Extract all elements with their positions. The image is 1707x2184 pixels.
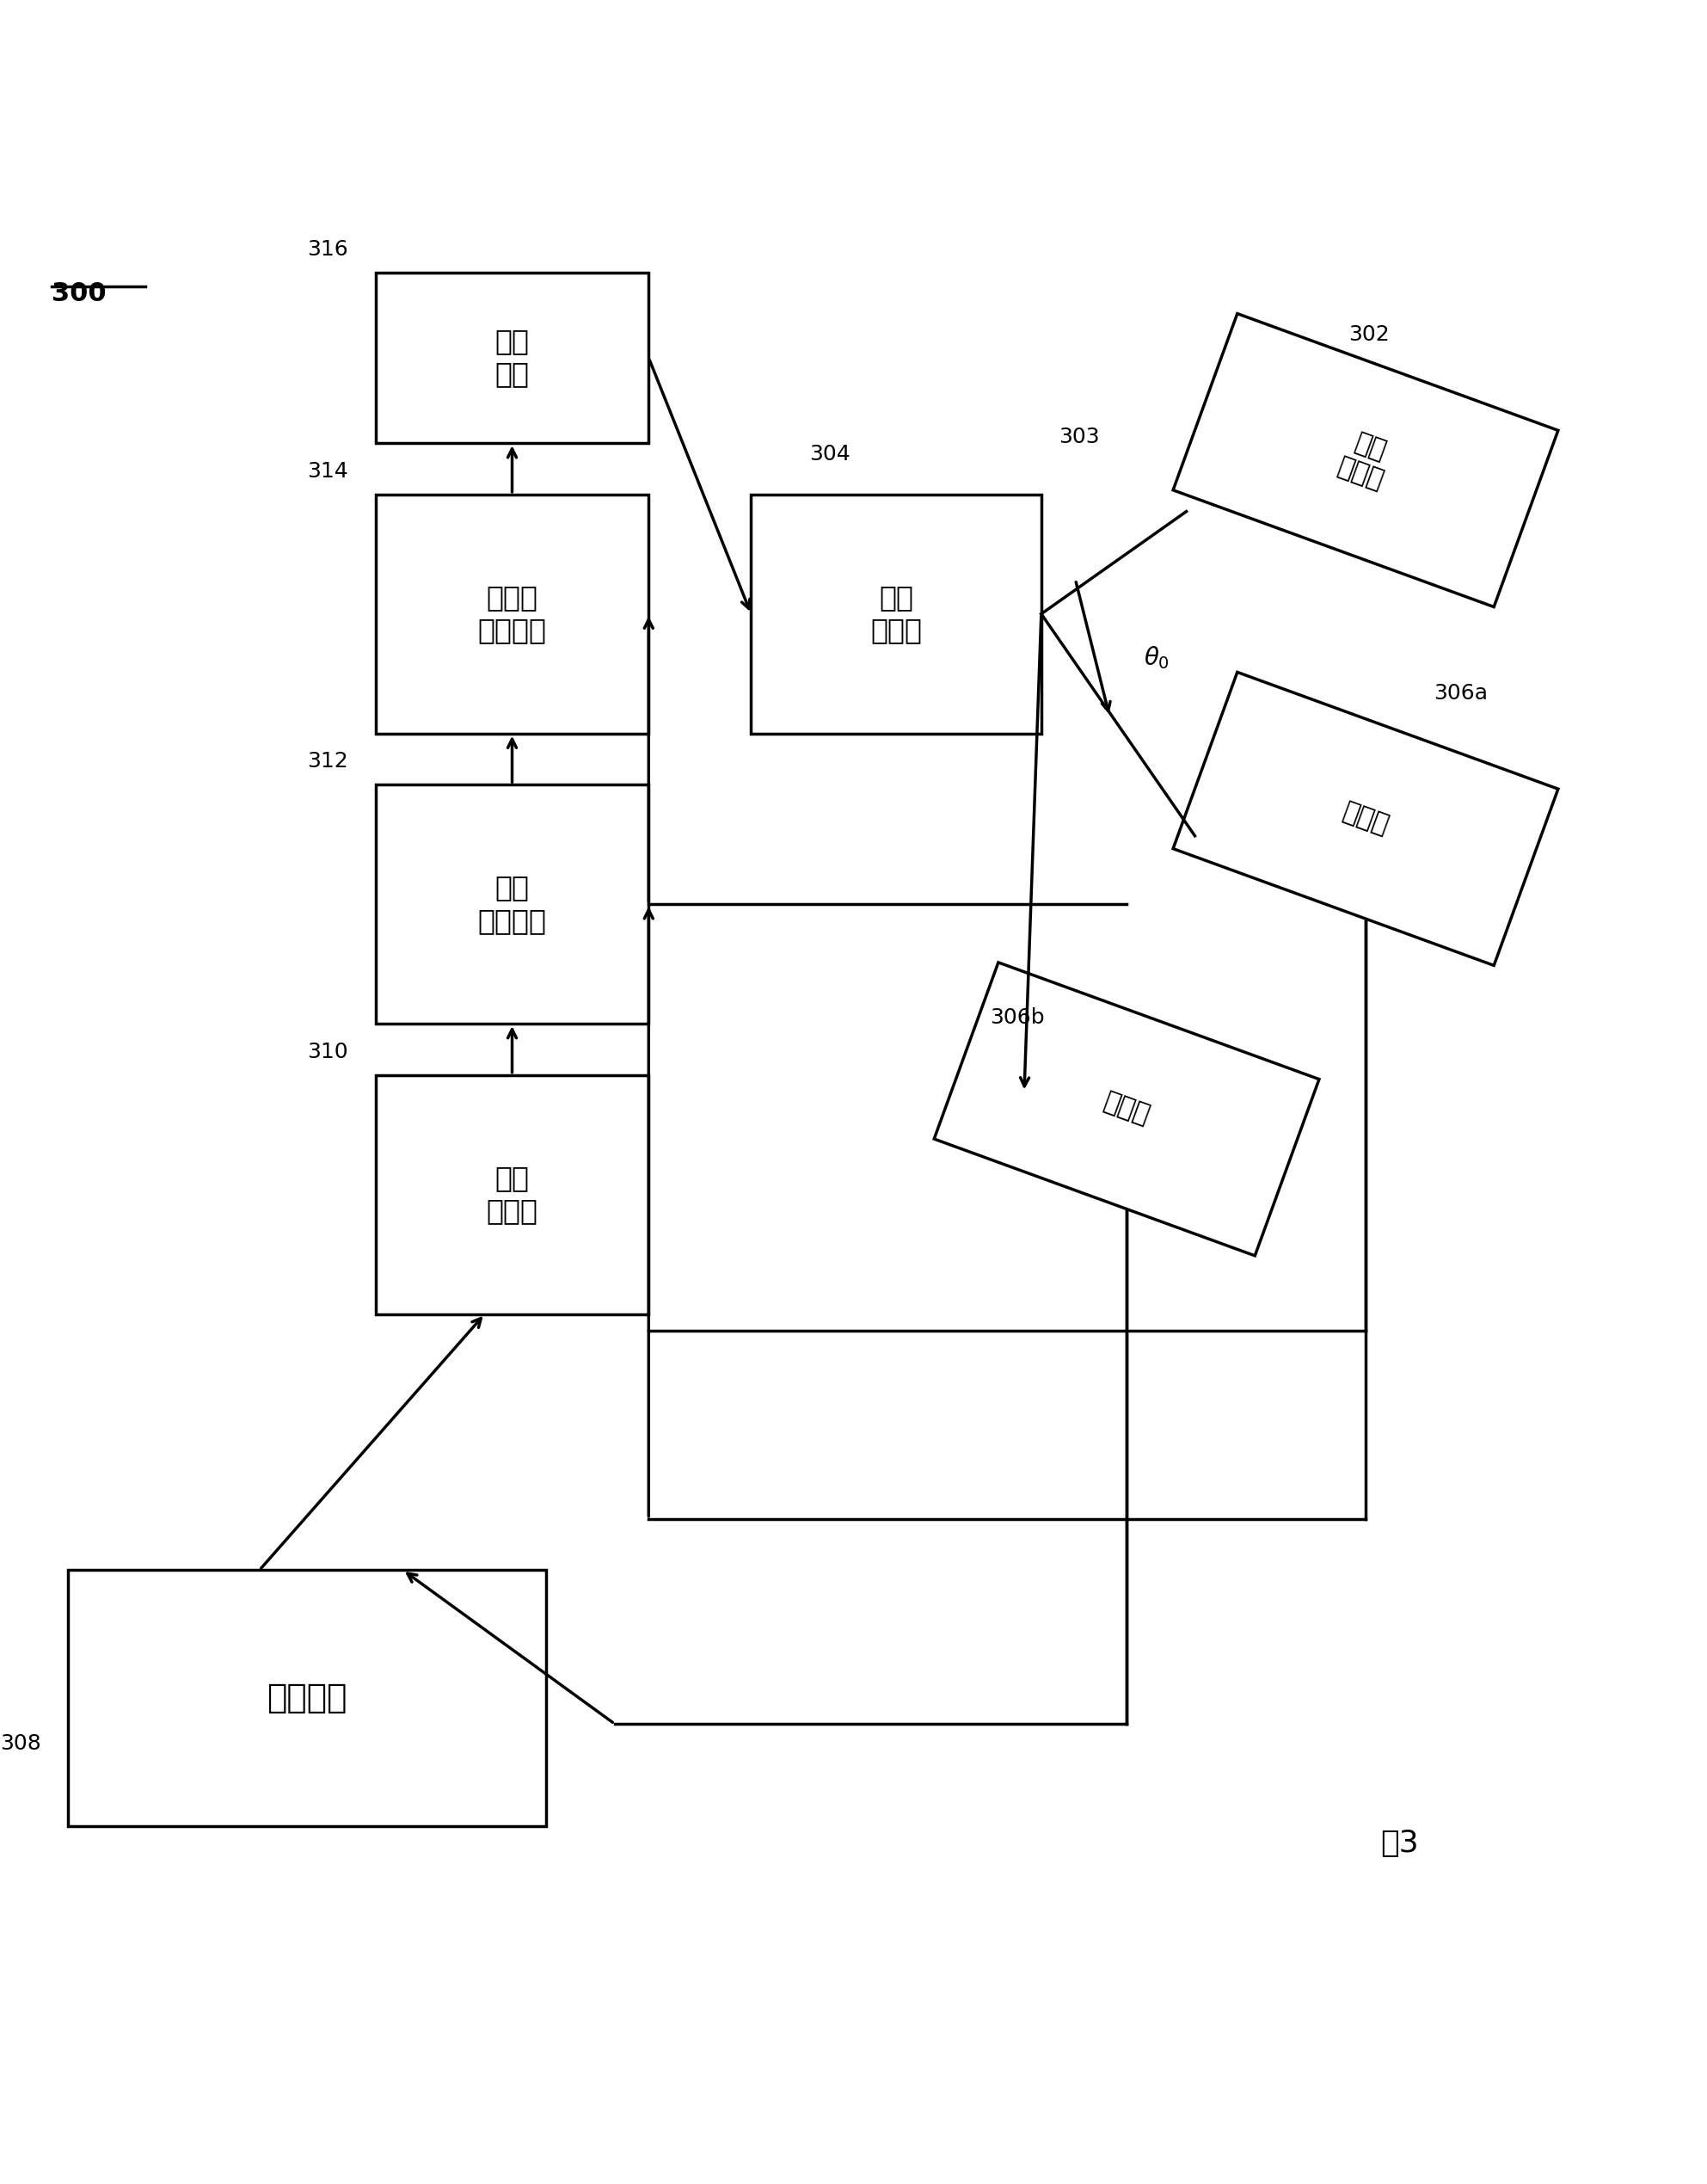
FancyBboxPatch shape — [376, 494, 649, 734]
Polygon shape — [934, 963, 1320, 1256]
Text: 图3: 图3 — [1381, 1828, 1419, 1859]
Text: 传感器: 传感器 — [1101, 1090, 1152, 1129]
Text: 312: 312 — [307, 751, 348, 771]
Text: 302: 302 — [1349, 325, 1389, 345]
FancyBboxPatch shape — [751, 494, 1041, 734]
Text: 306a: 306a — [1434, 684, 1489, 703]
Text: 驱动
模块: 驱动 模块 — [495, 328, 529, 389]
Polygon shape — [1173, 673, 1558, 965]
Text: 控制模块: 控制模块 — [266, 1682, 348, 1714]
FancyBboxPatch shape — [376, 784, 649, 1024]
FancyBboxPatch shape — [68, 1570, 546, 1826]
Text: 传感器: 传感器 — [1340, 799, 1391, 839]
Text: 频率
产生器: 频率 产生器 — [486, 1164, 538, 1225]
Text: 偏移量
调整模块: 偏移量 调整模块 — [478, 583, 546, 644]
FancyBboxPatch shape — [376, 1075, 649, 1315]
FancyBboxPatch shape — [376, 273, 649, 443]
Polygon shape — [1173, 314, 1558, 607]
Text: 310: 310 — [307, 1042, 348, 1061]
Text: 316: 316 — [307, 238, 348, 260]
Text: 308: 308 — [0, 1734, 41, 1754]
Text: 306b: 306b — [990, 1007, 1045, 1029]
Text: 300: 300 — [51, 282, 106, 306]
Text: 303: 303 — [1058, 426, 1099, 448]
Text: $\theta_0$: $\theta_0$ — [1144, 644, 1169, 670]
Text: 314: 314 — [307, 461, 348, 483]
Text: 振幅
调整模块: 振幅 调整模块 — [478, 874, 546, 935]
Text: 304: 304 — [809, 443, 850, 465]
Text: 光束
产生器: 光束 产生器 — [1335, 426, 1396, 494]
Text: 扭转
震荡器: 扭转 震荡器 — [871, 583, 922, 644]
